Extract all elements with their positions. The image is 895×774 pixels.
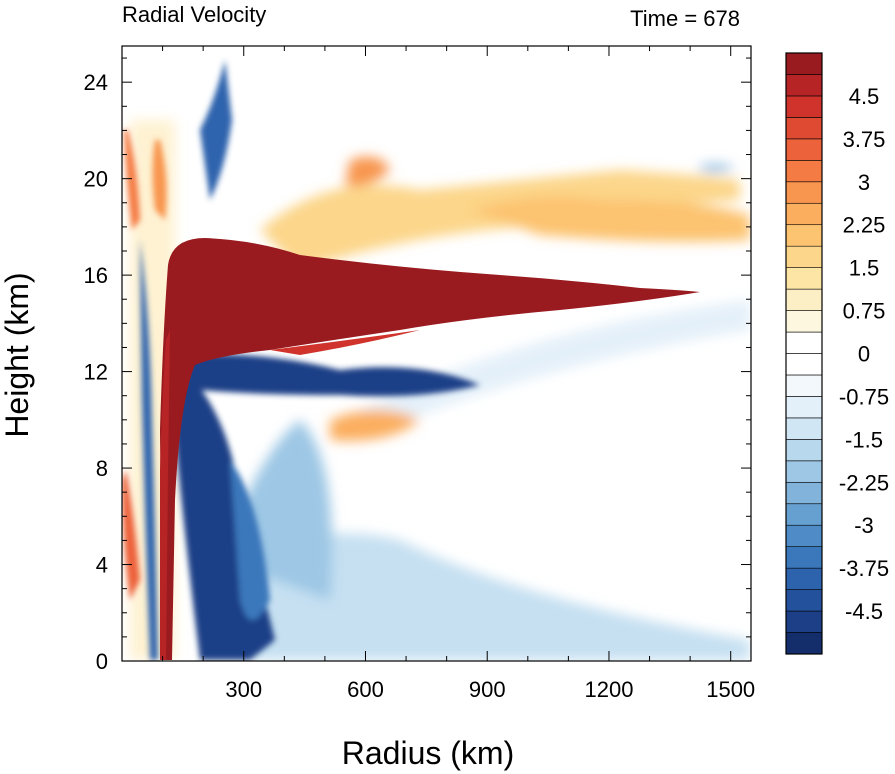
- colorbar-swatch: [785, 589, 823, 612]
- colorbar-tick-label: -0.75: [839, 384, 889, 409]
- colorbar-frame: [785, 52, 823, 655]
- colorbar-swatch: [785, 310, 823, 333]
- colorbar-swatch: [785, 95, 823, 118]
- outflow-jet: [160, 238, 700, 660]
- x-axis: 300 600 900 1200 1500: [162, 46, 755, 702]
- x-tick-label: 1500: [706, 677, 755, 702]
- colorbar-swatch: [785, 460, 823, 483]
- strong-field-layer: [122, 60, 480, 660]
- colorbar-swatch: [785, 610, 823, 633]
- y-tick-label: 0: [96, 649, 108, 674]
- colorbar-swatch: [785, 245, 823, 268]
- colorbar-swatch: [785, 481, 823, 505]
- colorbar-tick-label: 4.5: [849, 84, 880, 109]
- colorbar-tick-label: 3.75: [843, 127, 886, 152]
- colorbar-tick-label: -1.5: [845, 427, 883, 452]
- y-axis-label: Height (km): [0, 272, 35, 437]
- colorbar-swatch: [785, 160, 823, 183]
- colorbar-swatch: [785, 181, 823, 204]
- colorbar-swatch: [785, 439, 823, 462]
- colorbar-swatch: [785, 288, 823, 311]
- colorbar-tick-label: -3: [854, 513, 874, 538]
- colorbar-tick-label: 2.25: [843, 213, 886, 238]
- colorbar-swatch: [785, 267, 823, 290]
- y-tick-label: 12: [84, 360, 108, 385]
- colorbar-swatch: [785, 567, 823, 590]
- colorbar-swatch: [785, 74, 823, 97]
- y-tick-label: 20: [84, 167, 108, 192]
- colorbar-tick-label: -2.25: [839, 470, 889, 495]
- colorbar-swatch: [785, 396, 823, 419]
- colorbar-swatch: [785, 546, 823, 569]
- colorbar-swatch: [785, 117, 823, 140]
- colorbar-swatch: [785, 374, 823, 397]
- colorbar-labels: 4.5 3.75 3 2.25 1.5 0.75 0 -0.75 -1.5 -2.25 -3 -3.7…: [839, 84, 889, 624]
- colorbar: [785, 52, 823, 655]
- colorbar-swatch: [785, 224, 823, 247]
- colorbar-tick-label: 1.5: [849, 256, 880, 281]
- colorbar-swatch: [785, 331, 823, 354]
- colorbar-tick-label: 3: [858, 170, 870, 195]
- heatmap-field: [122, 60, 750, 660]
- x-tick-label: 600: [347, 677, 384, 702]
- chart-subtitle: Time = 678: [630, 6, 740, 31]
- y-tick-label: 4: [96, 553, 108, 578]
- x-tick-label: 1200: [584, 677, 633, 702]
- colorbar-swatch: [785, 524, 823, 547]
- colorbar-swatch: [785, 52, 823, 75]
- y-tick-label: 16: [84, 263, 108, 288]
- chart-title: Radial Velocity: [122, 2, 266, 27]
- colorbar-swatch: [785, 202, 823, 226]
- x-axis-label: Radius (km): [342, 735, 514, 771]
- colorbar-tick-label: 0: [858, 342, 870, 367]
- colorbar-swatch: [785, 353, 823, 376]
- x-tick-label: 900: [469, 677, 506, 702]
- y-tick-label: 8: [96, 456, 108, 481]
- plot-frame: [121, 45, 752, 662]
- colorbar-swatch: [785, 503, 823, 526]
- colorbar-tick-label: -3.75: [839, 556, 889, 581]
- colorbar-tick-label: -4.5: [845, 599, 883, 624]
- y-axis: 0 4 8 12 16 20 24: [84, 57, 751, 674]
- colorbar-swatch: [785, 138, 823, 161]
- colorbar-swatch: [785, 632, 823, 655]
- colorbar-swatch: [785, 417, 823, 440]
- y-tick-label: 24: [84, 70, 108, 95]
- colorbar-tick-label: 0.75: [843, 299, 886, 324]
- x-tick-label: 300: [225, 677, 262, 702]
